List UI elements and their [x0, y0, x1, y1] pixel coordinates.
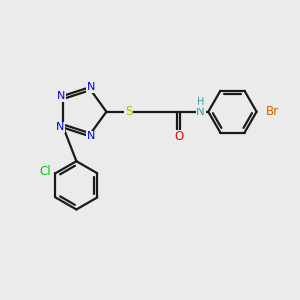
Text: O: O: [174, 130, 183, 143]
Text: N: N: [56, 122, 64, 132]
Text: N: N: [87, 82, 95, 92]
Text: N: N: [87, 131, 95, 141]
Text: Cl: Cl: [39, 165, 51, 178]
Text: H: H: [197, 97, 204, 107]
Text: N: N: [57, 91, 65, 101]
Text: Br: Br: [266, 105, 278, 118]
Text: N: N: [196, 105, 205, 118]
Text: S: S: [125, 105, 132, 118]
